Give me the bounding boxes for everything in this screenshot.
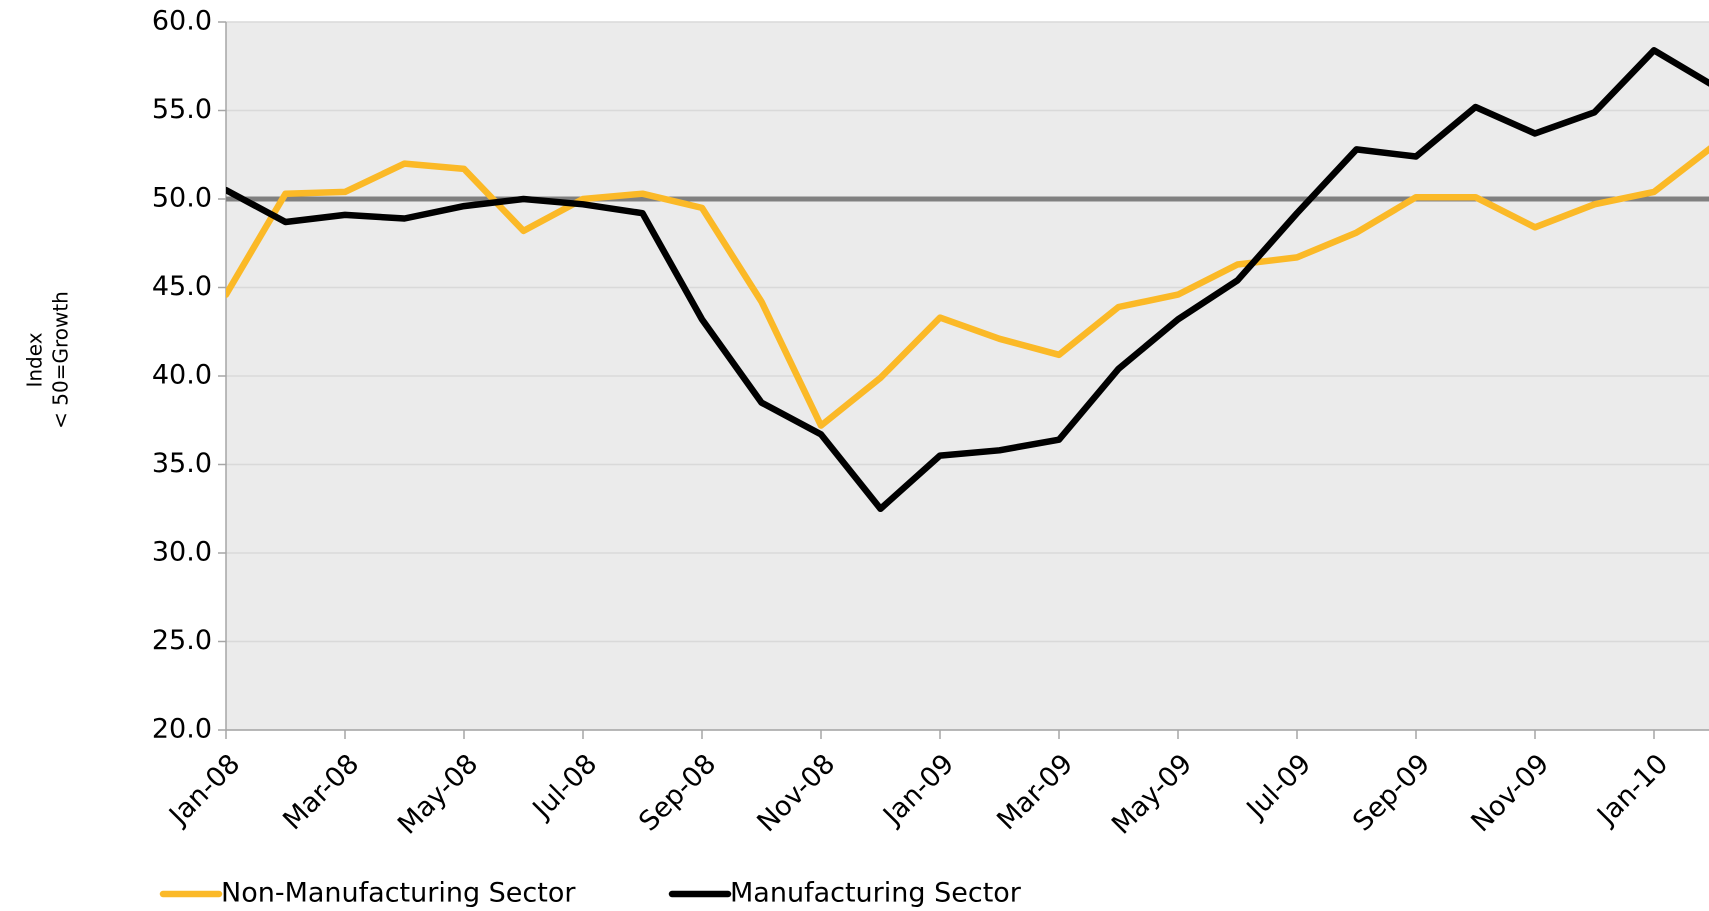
y-tick-label: 25.0 bbox=[152, 625, 212, 656]
series-line bbox=[226, 47, 1709, 513]
x-tick-label: Nov-09 bbox=[1465, 748, 1555, 838]
y-tick-label: 55.0 bbox=[152, 94, 212, 125]
y-axis-title: < 50=Growth bbox=[49, 291, 73, 429]
y-axis-title: Index bbox=[23, 332, 47, 387]
series-line bbox=[226, 145, 1709, 429]
y-tick-label: 40.0 bbox=[152, 360, 212, 391]
x-tick-label: Sep-09 bbox=[1347, 748, 1436, 837]
x-tick-label: May-08 bbox=[392, 748, 484, 840]
x-tick-label: Jan-08 bbox=[162, 748, 246, 832]
legend-label: Non-Manufacturing Sector bbox=[221, 878, 576, 909]
x-tick-label: Mar-09 bbox=[991, 748, 1079, 836]
x-tick-label: Mar-08 bbox=[277, 748, 365, 836]
x-tick-label: Nov-08 bbox=[751, 748, 841, 838]
x-tick-label: Jan-09 bbox=[876, 748, 960, 832]
y-tick-label: 60.0 bbox=[152, 6, 212, 37]
y-tick-label: 35.0 bbox=[152, 448, 212, 479]
x-tick-label: Jul-09 bbox=[1240, 748, 1318, 826]
y-tick-label: 50.0 bbox=[152, 183, 212, 214]
y-tick-label: 45.0 bbox=[152, 271, 212, 302]
x-tick-label: May-09 bbox=[1106, 748, 1198, 840]
y-tick-label: 30.0 bbox=[152, 537, 212, 568]
x-tick-label: Sep-08 bbox=[633, 748, 722, 837]
x-tick-label: Jul-08 bbox=[526, 748, 604, 826]
plot-lines bbox=[226, 47, 1709, 513]
legend-label: Manufacturing Sector bbox=[730, 878, 1022, 909]
x-tick-label: Jan-10 bbox=[1590, 748, 1674, 832]
y-tick-label: 20.0 bbox=[152, 714, 212, 745]
